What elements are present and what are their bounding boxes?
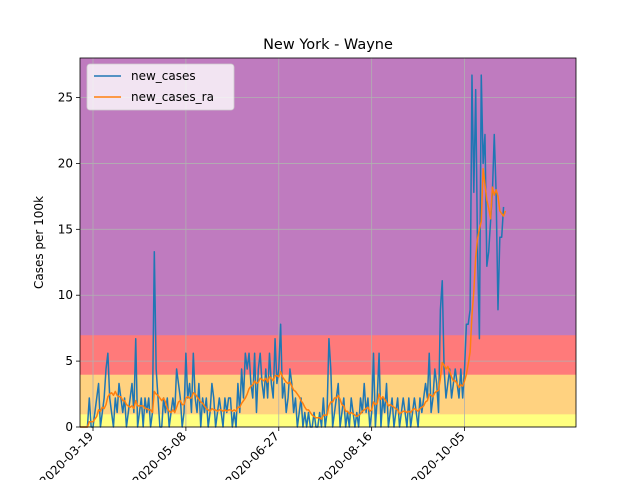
y-tick-label: 0 [65, 420, 73, 434]
x-tick-label: 2020-10-05 [408, 429, 467, 480]
x-tick-label: 2020-03-19 [37, 429, 96, 480]
legend-label: new_cases_ra [131, 90, 214, 104]
x-tick-label: 2020-08-16 [316, 429, 375, 480]
y-tick-label: 5 [65, 354, 73, 368]
y-tick-label: 10 [58, 288, 73, 302]
y-tick-label: 20 [58, 156, 73, 170]
y-axis: 0 5 10 15 20 25 [58, 91, 80, 434]
x-tick-label: 2020-06-27 [223, 429, 282, 480]
legend-box [86, 63, 235, 111]
y-axis-label: Cases per 100k [32, 196, 46, 289]
risk-band-0 [80, 413, 576, 427]
series-line-new_cases_ra [80, 167, 507, 428]
legend-label: new_cases [131, 69, 196, 83]
y-tick-label: 15 [58, 222, 73, 236]
x-tick-label: 2020-05-08 [130, 429, 189, 480]
chart-title: New York - Wayne [263, 37, 393, 53]
y-tick-label: 25 [58, 91, 73, 105]
legend: new_cases new_cases_ra [86, 63, 235, 111]
plot-frame [79, 57, 577, 428]
x-axis: 2020-03-19 2020-05-08 2020-06-27 2020-08-16… [37, 427, 468, 480]
